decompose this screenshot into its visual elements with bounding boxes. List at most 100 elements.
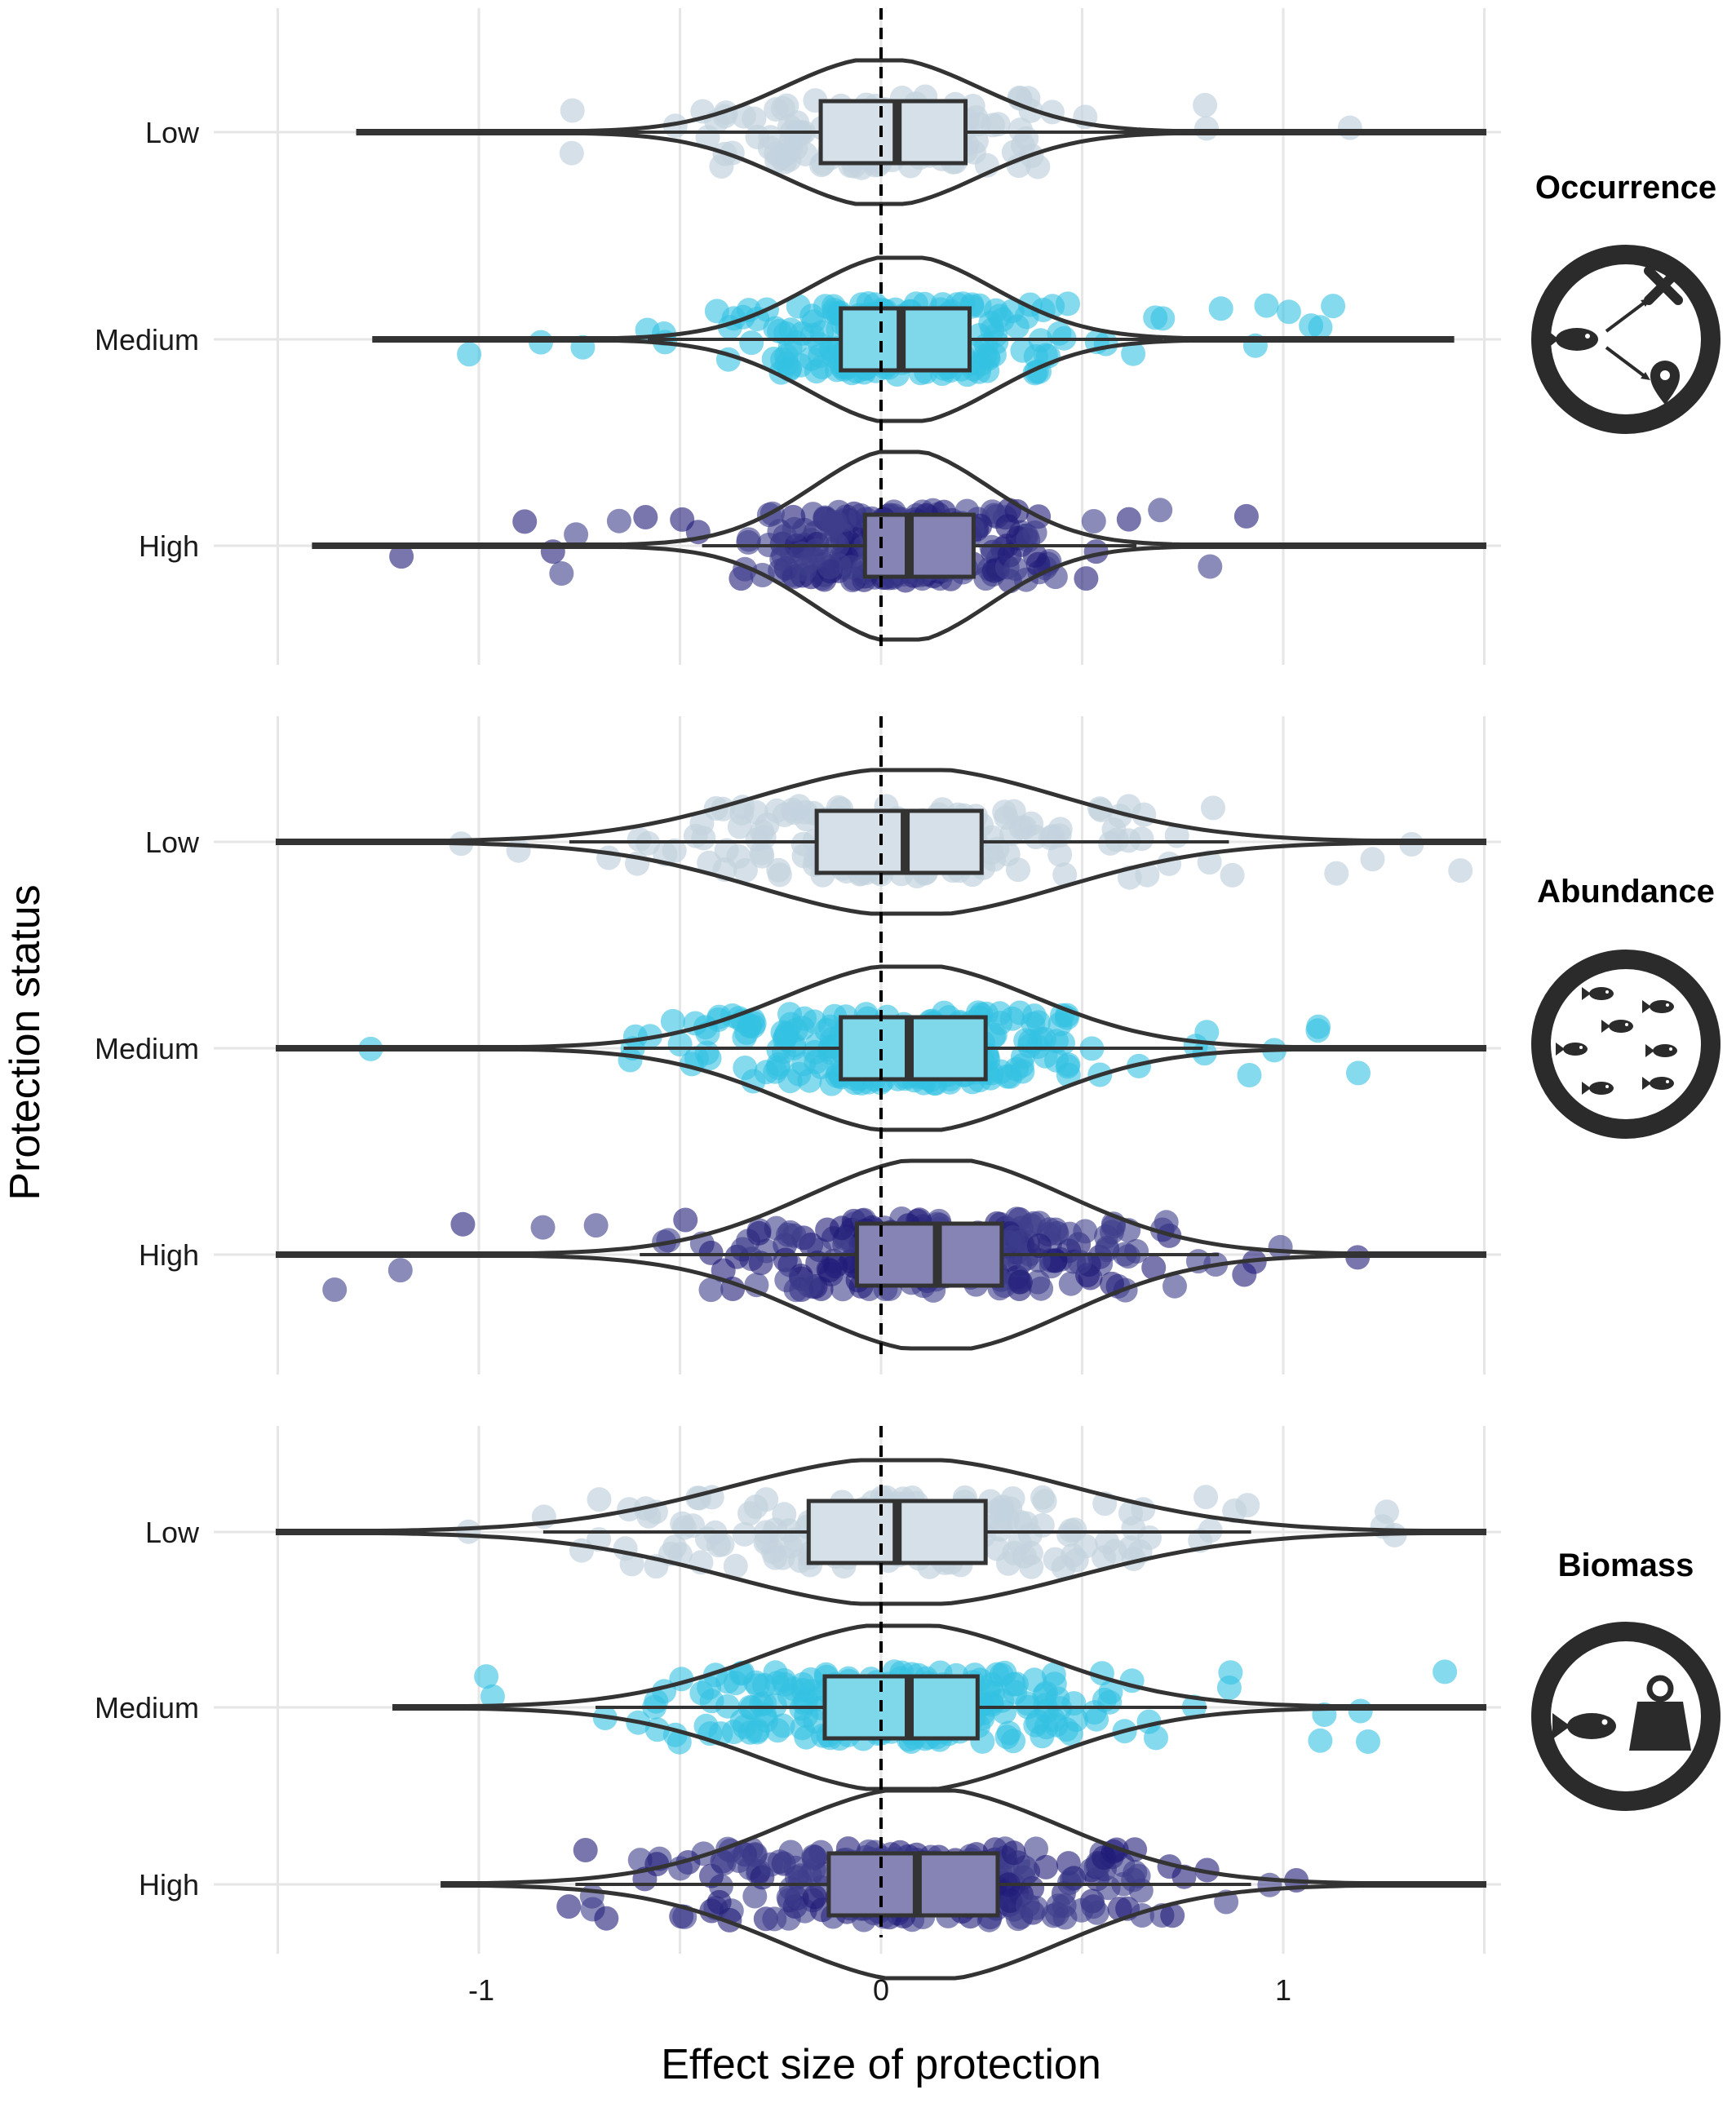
data-point	[797, 1068, 822, 1093]
data-point	[774, 1268, 799, 1293]
data-point	[1208, 296, 1233, 321]
data-point	[1148, 498, 1173, 523]
data-point	[983, 323, 1008, 348]
category-label-high: High	[139, 529, 199, 563]
box-high	[854, 1221, 1004, 1288]
category-label-high: High	[139, 1868, 199, 1902]
data-point	[781, 1676, 806, 1702]
data-point	[1137, 1525, 1162, 1550]
data-point	[698, 1277, 724, 1303]
data-point	[708, 1721, 733, 1747]
data-point	[560, 98, 585, 123]
data-point	[1197, 850, 1222, 875]
data-point	[1056, 1062, 1081, 1087]
data-point	[1084, 1900, 1109, 1925]
data-point	[506, 838, 531, 863]
data-point	[1102, 1539, 1127, 1564]
data-point	[1448, 858, 1473, 883]
data-point	[549, 561, 574, 586]
data-point	[992, 799, 1017, 825]
data-point	[1144, 1725, 1168, 1751]
category-label-low: Low	[145, 1516, 200, 1549]
data-point	[594, 1906, 619, 1931]
data-point	[1029, 1276, 1054, 1301]
data-point	[652, 1679, 677, 1704]
data-point	[1257, 1872, 1282, 1897]
data-point	[750, 819, 775, 844]
data-point	[726, 843, 751, 869]
data-point	[1154, 1210, 1179, 1235]
box-medium	[822, 1674, 980, 1741]
violin-medium	[392, 1623, 1486, 1791]
data-point	[749, 840, 774, 866]
x-tick-label-1: 1	[1275, 1973, 1291, 2007]
data-point	[1028, 1026, 1053, 1052]
data-point	[1027, 1233, 1052, 1259]
data-point	[711, 1851, 737, 1876]
data-point	[660, 1008, 685, 1034]
data-point	[1014, 126, 1039, 151]
data-point	[767, 862, 792, 888]
data-point	[706, 1889, 732, 1915]
violin-low	[276, 1458, 1486, 1606]
panel-title-occurrence: Occurrence	[1535, 170, 1716, 206]
data-point	[704, 299, 729, 324]
data-point	[322, 1277, 348, 1302]
data-point	[1194, 1485, 1219, 1510]
small-fish-icon	[1642, 1000, 1674, 1013]
data-point	[782, 1223, 807, 1248]
data-point	[1003, 556, 1028, 582]
data-point	[388, 1258, 413, 1283]
data-point	[1116, 507, 1141, 532]
x-axis-title: Effect size of protection	[661, 2041, 1101, 2088]
small-fish-icon	[1556, 1043, 1588, 1056]
data-point	[778, 317, 804, 343]
category-label-low: Low	[145, 116, 200, 149]
data-point	[474, 1664, 499, 1689]
data-point	[801, 1846, 826, 1871]
panel-title-biomass: Biomass	[1558, 1547, 1694, 1583]
data-point	[1057, 1221, 1083, 1246]
data-point	[1003, 1680, 1028, 1705]
panel-title-abundance: Abundance	[1537, 874, 1715, 910]
data-point	[1324, 861, 1349, 886]
data-point	[698, 1240, 724, 1265]
data-point	[732, 1025, 757, 1050]
data-point	[764, 148, 790, 173]
data-point	[723, 1553, 748, 1578]
data-point	[792, 557, 817, 582]
data-point	[792, 1006, 817, 1031]
data-point	[1193, 92, 1218, 117]
data-point	[1084, 1707, 1109, 1732]
data-point	[583, 1213, 609, 1238]
data-point	[776, 1885, 801, 1910]
data-point	[992, 1660, 1017, 1685]
data-point	[1081, 509, 1106, 533]
data-point	[697, 850, 722, 875]
data-point	[530, 1215, 556, 1240]
data-point	[1025, 154, 1051, 179]
data-point	[480, 1684, 505, 1709]
data-point	[770, 95, 795, 121]
data-point	[573, 1838, 598, 1862]
data-point	[963, 105, 989, 130]
data-point	[579, 1884, 604, 1909]
small-fish-icon	[1601, 1020, 1633, 1033]
data-point	[742, 106, 767, 131]
data-point	[1074, 566, 1099, 591]
data-point	[1100, 1220, 1124, 1245]
data-point	[667, 1032, 693, 1057]
data-point	[1360, 847, 1385, 872]
labels-layer: Low Medium High Low Medium High Low Medium High	[95, 116, 200, 1902]
data-point	[981, 847, 1007, 872]
data-point	[456, 1519, 481, 1544]
fish-school-icon	[1531, 950, 1720, 1139]
box-high	[862, 512, 976, 579]
data-point	[754, 1487, 779, 1512]
data-point	[1059, 1866, 1084, 1892]
violin-high	[312, 449, 1486, 642]
data-point	[763, 1517, 788, 1543]
data-point	[694, 1040, 720, 1065]
y-axis-title: Protection status	[2, 884, 49, 1200]
data-point	[1024, 1895, 1048, 1920]
